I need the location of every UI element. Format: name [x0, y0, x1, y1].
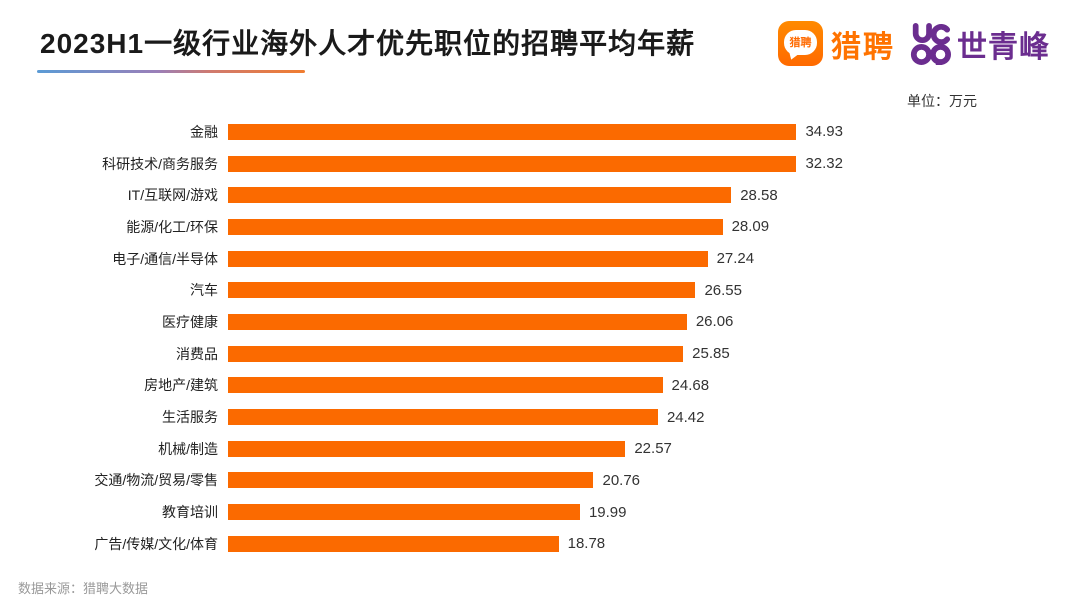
bar	[228, 250, 708, 267]
category-label: 科研技术/商务服务	[102, 155, 218, 172]
bar	[228, 123, 797, 140]
bar-track: 22.57	[228, 440, 843, 457]
chart-row: 电子/通信/半导体 27.24	[40, 243, 1050, 275]
chart-row: 能源/化工/环保 28.09	[40, 211, 1050, 243]
value-label: 20.76	[602, 471, 641, 489]
category-label: 消费品	[176, 345, 218, 362]
brand-logos: 猎聘 猎聘 世青峰	[778, 21, 1050, 66]
bar-track: 24.68	[228, 377, 843, 394]
bar	[228, 409, 658, 426]
category-label: 电子/通信/半导体	[112, 250, 218, 267]
category-label: 生活服务	[162, 409, 218, 426]
bar	[228, 345, 684, 362]
bar-track: 26.55	[228, 282, 843, 299]
liepin-wordmark: 猎聘	[831, 30, 895, 64]
bar-track: 19.99	[228, 504, 843, 521]
bar	[228, 313, 687, 330]
category-label: 房地产/建筑	[144, 377, 218, 394]
value-label: 18.78	[567, 535, 606, 553]
bar	[228, 440, 626, 457]
unit-label: 单位：万元	[907, 93, 977, 109]
category-label: 金融	[190, 123, 218, 140]
liepin-speech-bubble-icon: 猎聘	[778, 21, 823, 66]
liepin-logo: 猎聘 猎聘	[778, 21, 895, 66]
shiqingfeng-wordmark: 世青峰	[957, 30, 1050, 64]
bar	[228, 535, 559, 552]
value-label: 24.42	[666, 408, 705, 426]
liepin-icon-text: 猎聘	[789, 37, 812, 49]
bar	[228, 187, 732, 204]
chart-row: 汽车 26.55	[40, 274, 1050, 306]
value-label: 32.32	[805, 155, 843, 173]
bar	[228, 155, 797, 172]
shiqingfeng-logo: 世青峰	[909, 22, 1050, 66]
bar-track: 18.78	[228, 535, 843, 552]
bar	[228, 282, 696, 299]
chart-row: 机械/制造 22.57	[40, 433, 1050, 465]
bar	[228, 472, 594, 489]
category-label: 广告/传媒/文化/体育	[94, 535, 218, 552]
bar-track: 28.58	[228, 187, 843, 204]
bar-track: 32.32	[228, 155, 843, 172]
shiqingfeng-rings-icon	[910, 22, 951, 65]
bar-track: 27.24	[228, 250, 843, 267]
chart-row: 金融 34.93	[40, 116, 1050, 148]
category-label: 交通/物流/贸易/零售	[94, 472, 218, 489]
bar	[228, 377, 663, 394]
category-label: 教育培训	[162, 504, 218, 521]
bar-track: 34.93	[228, 123, 843, 140]
chart-row: 教育培训 19.99	[40, 496, 1050, 528]
chart-row: 广告/传媒/文化/体育 18.78	[40, 528, 1050, 560]
bar-track: 20.76	[228, 472, 843, 489]
category-label: IT/互联网/游戏	[127, 187, 218, 204]
value-label: 25.85	[692, 345, 730, 363]
data-source: 数据来源：猎聘大数据	[18, 581, 149, 596]
bar-track: 26.06	[228, 313, 843, 330]
chart-row: 生活服务 24.42	[40, 401, 1050, 433]
bar	[228, 218, 723, 235]
value-label: 28.58	[740, 186, 778, 204]
bar-track: 28.09	[228, 218, 843, 235]
bar	[228, 504, 580, 521]
category-label: 汽车	[190, 282, 218, 299]
value-label: 24.68	[671, 376, 710, 394]
category-label: 医疗健康	[162, 313, 218, 330]
chart-row: 房地产/建筑 24.68	[40, 370, 1050, 402]
chart-row: 交通/物流/贸易/零售 20.76	[40, 465, 1050, 497]
bar-track: 25.85	[228, 345, 843, 362]
chart-row: IT/互联网/游戏 28.58	[40, 179, 1050, 211]
chart-row: 消费品 25.85	[40, 338, 1050, 370]
chart-row: 医疗健康 26.06	[40, 306, 1050, 338]
category-label: 能源/化工/环保	[126, 218, 218, 235]
bar-chart: 金融 34.93 科研技术/商务服务 32.32 IT/互联网/游戏 28.58…	[40, 116, 1050, 560]
category-label: 机械/制造	[158, 440, 218, 457]
chart-row: 科研技术/商务服务 32.32	[40, 148, 1050, 180]
title-underline	[37, 70, 305, 73]
page-title: 2023H1一级行业海外人才优先职位的招聘平均年薪	[40, 28, 696, 59]
value-label: 22.57	[634, 440, 672, 458]
bar-track: 24.42	[228, 409, 843, 426]
value-label: 28.09	[731, 218, 770, 236]
value-label: 34.93	[805, 123, 843, 141]
value-label: 19.99	[588, 503, 627, 521]
value-label: 26.55	[704, 281, 742, 299]
value-label: 26.06	[695, 313, 734, 331]
value-label: 27.24	[716, 250, 755, 268]
